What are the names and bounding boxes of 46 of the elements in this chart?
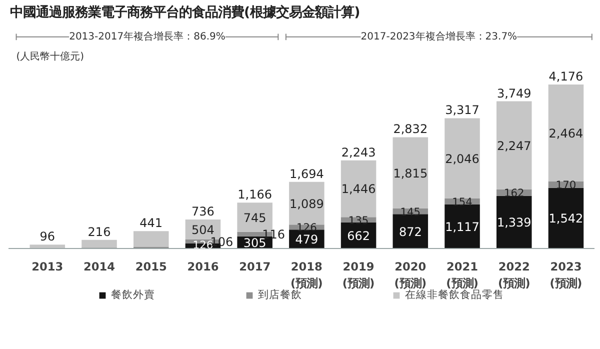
x-tick-label: 2021 (預測)	[446, 259, 478, 290]
total-label: 736	[192, 204, 214, 219]
x-tick-label: 2014	[83, 259, 116, 274]
data-label: 1,815	[393, 166, 428, 180]
total-label: 2,832	[393, 122, 428, 136]
data-label: 2,046	[445, 152, 480, 166]
total-label: 1,166	[238, 188, 272, 202]
total-label: 2,243	[341, 145, 376, 160]
data-label: 504	[192, 222, 214, 237]
x-tick-label: 2015	[135, 259, 167, 274]
x-tick-label: 2020 (預測)	[394, 259, 427, 290]
data-label: 1,446	[341, 182, 376, 196]
data-label: 2,247	[496, 138, 532, 153]
total-label: 3,317	[445, 103, 480, 118]
x-tick-label: 2017	[239, 259, 271, 274]
total-label: 1,694	[290, 166, 324, 181]
text: 2017-2023年複合增長率：23.7%	[360, 30, 518, 42]
legend-label: 餐飲外賣	[111, 288, 155, 302]
total-label: 96	[40, 230, 56, 244]
text: 2013-2017年複合增長率：86.9%	[69, 30, 226, 42]
x-tick-label: 2022 (預測)	[498, 259, 530, 290]
data-label: 872	[398, 224, 422, 239]
x-tick-label: 2019 (預測)	[342, 259, 375, 290]
legend-label: 在線非餐飲食品零售	[405, 288, 504, 302]
data-label: 1,089	[290, 196, 324, 211]
data-label: 305	[243, 236, 266, 250]
legend-label: 到店餐飲	[258, 288, 302, 302]
data-label: 1,339	[496, 216, 532, 230]
data-label: 126	[192, 238, 214, 252]
data-label: 479	[295, 232, 318, 246]
x-tick-label: 2018 (預測)	[290, 259, 323, 290]
data-label: 1,117	[445, 220, 480, 234]
total-label: 4,176	[548, 69, 584, 84]
total-label: 216	[88, 224, 111, 239]
data-label: 1,542	[548, 212, 584, 226]
x-tick-label: 2023 (預測)	[550, 259, 582, 290]
text: (人民幣十億元)	[16, 50, 84, 62]
chart-title: 中國通過服務業電子商務平台的食品消費(根據交易金額計算)	[10, 4, 360, 20]
data-label: 745	[243, 210, 266, 225]
total-label: 441	[140, 216, 163, 230]
data-label: 2,464	[548, 126, 584, 140]
x-tick-label: 2016	[187, 259, 219, 274]
data-label: 170	[556, 178, 576, 192]
data-label: 662	[347, 228, 370, 243]
x-tick-label: 2013	[32, 259, 64, 274]
total-label: 3,749	[496, 86, 532, 100]
